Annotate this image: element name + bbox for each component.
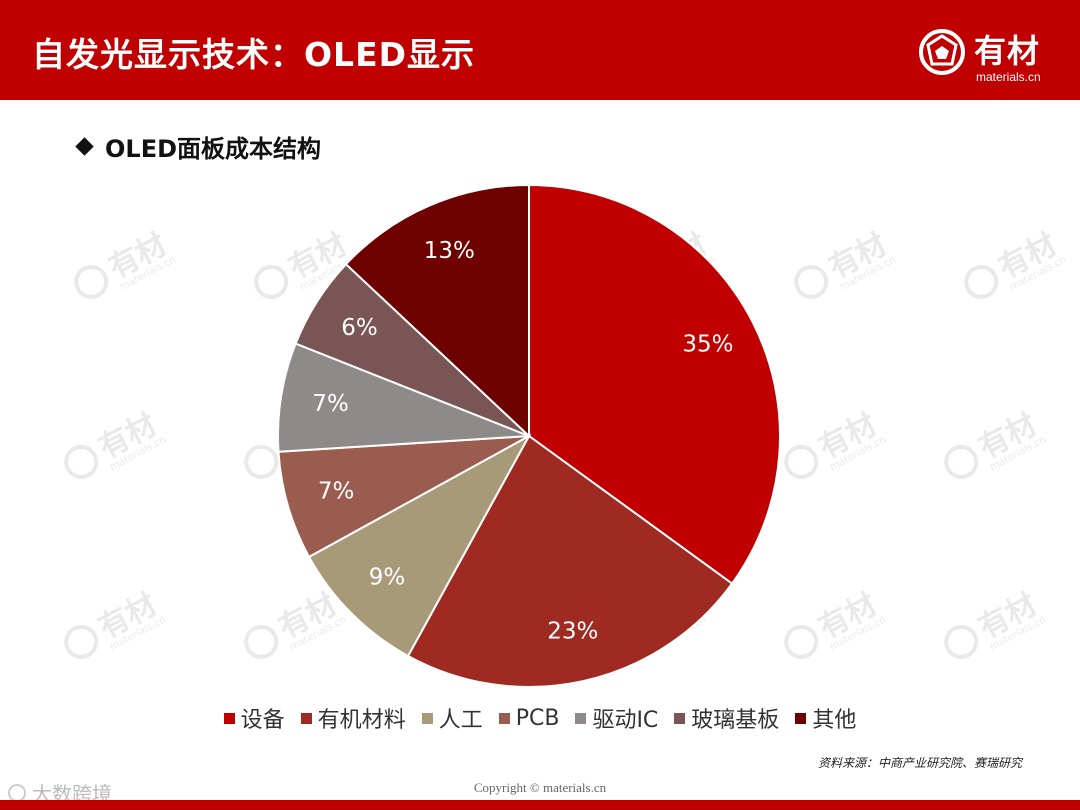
logo-domain: materials.cn (976, 70, 1041, 84)
legend-label: PCB (515, 705, 560, 731)
legend-swatch (421, 712, 433, 724)
brand-logo: 有材 materials.cn (918, 26, 1068, 86)
pie-slice-3 (307, 433, 532, 658)
slice-value-label: 7% (312, 391, 349, 417)
logo-polyhedron-icon (919, 29, 965, 75)
slice-value-label: 35% (682, 331, 733, 357)
legend-label: 其他 (812, 708, 857, 733)
footer-bar (0, 800, 1080, 810)
legend-label: 玻璃基板 (691, 708, 780, 733)
chart-subtitle: OLED面板成本结构 (105, 134, 322, 163)
legend-swatch (300, 712, 312, 724)
legend-swatch (674, 712, 686, 724)
pie-slice-7 (344, 183, 530, 439)
pie-slice-2 (406, 434, 734, 688)
legend-swatch (498, 712, 510, 724)
legend-item: 驱动IC (575, 702, 658, 734)
header-bar: 自发光显示技术：OLED显示 有材 materials.cn (0, 0, 1080, 100)
legend-label: 驱动IC (592, 708, 659, 733)
copyright-text: Copyright © materials.cn (473, 780, 607, 795)
legend-item: 其他 (795, 702, 856, 734)
pie-slice-4 (277, 435, 530, 559)
source-note: 资料来源：中商产业研究院、赛瑞研究 (817, 756, 1022, 770)
slice-value-label: 7% (318, 479, 355, 505)
legend-item: 玻璃基板 (674, 702, 779, 734)
chart-heading: OLED面板成本结构 (75, 130, 322, 163)
page-title: 自发光显示技术：OLED显示 (32, 35, 476, 74)
slice-value-label: 13% (424, 238, 475, 264)
legend-item: PCB (498, 705, 560, 731)
slice-value-label: 23% (547, 618, 598, 644)
legend-swatch (223, 712, 235, 724)
logo-text: 有材 (974, 32, 1041, 70)
slice-value-label: 9% (369, 564, 406, 590)
chart-legend: 设备 有机材料 人工 PCB 驱动IC 玻璃基板 其他 (0, 702, 1080, 734)
pie-slice-5 (277, 342, 530, 453)
legend-label: 设备 (240, 708, 285, 733)
legend-swatch (795, 712, 807, 724)
slice-value-label: 6% (341, 315, 378, 341)
legend-item: 设备 (223, 702, 285, 734)
legend-item: 人工 (421, 702, 483, 734)
legend-swatch (575, 712, 587, 724)
pie-slice-1 (528, 183, 781, 585)
legend-item: 有机材料 (300, 702, 406, 734)
legend-label: 人工 (438, 708, 483, 733)
legend-label: 有机材料 (317, 708, 406, 733)
